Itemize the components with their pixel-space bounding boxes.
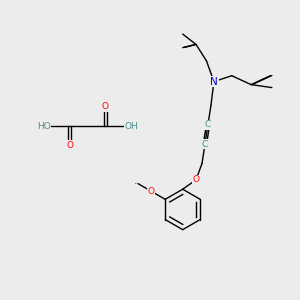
- Text: C: C: [202, 140, 208, 148]
- Text: OH: OH: [125, 122, 139, 131]
- Text: O: O: [193, 175, 200, 184]
- Text: O: O: [66, 141, 73, 150]
- Text: N: N: [210, 76, 218, 87]
- Text: O: O: [102, 102, 109, 111]
- Text: C: C: [205, 120, 211, 129]
- Text: methoxy: methoxy: [135, 182, 141, 184]
- Text: O: O: [148, 187, 154, 196]
- Text: HO: HO: [37, 122, 50, 131]
